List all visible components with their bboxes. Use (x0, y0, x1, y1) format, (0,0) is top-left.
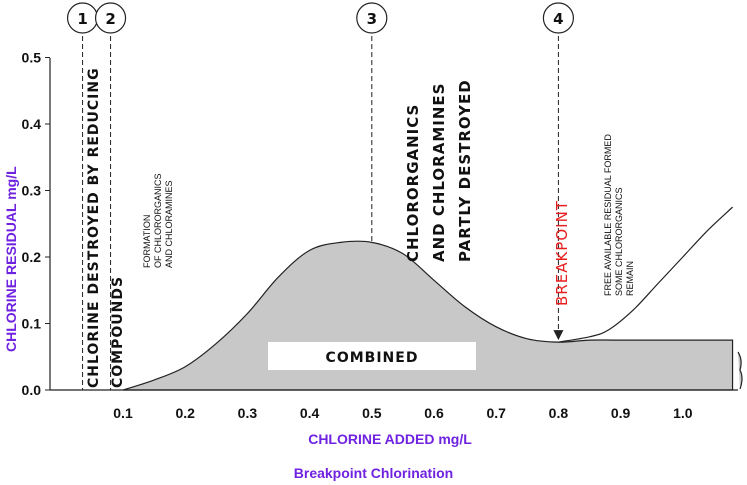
x-tick-label: 0.1 (113, 405, 133, 421)
zone3-label: CHLORORGANICS (404, 104, 422, 262)
marker-4-label: 4 (553, 10, 563, 28)
marker-2-label: 2 (105, 10, 115, 28)
x-tick-label: 0.7 (486, 405, 506, 421)
breakpoint-chart: 0.0 0.1 0.2 0.3 0.4 0.5 0.1 0.2 0.3 0.4 0.5 0.6 0.7… (3, 2, 743, 447)
marker-3-label: 3 (367, 10, 377, 28)
zone2b-label: OF CHLORORGANICS (153, 173, 163, 268)
marker-1-label: 1 (77, 10, 87, 28)
zone3c-label: PARTLY DESTROYED (456, 79, 474, 262)
free-residual-line (558, 206, 733, 343)
x-tick-label: 0.9 (611, 405, 631, 421)
zone4-label: FREE AVAILABLE RESIDUAL FORMED (603, 134, 613, 296)
marker-4-circle (542, 2, 575, 34)
y-axis-title: CHLORINE RESIDUAL mg/L (3, 166, 19, 352)
y-tick-label: 0.0 (22, 382, 42, 398)
y-tick-label: 0.2 (22, 249, 42, 265)
zone3b-label: AND CHLORAMINES (430, 83, 448, 262)
chart-title: Breakpoint Chlorination (293, 465, 454, 481)
y-tick-label: 0.4 (22, 116, 42, 132)
y-tick-label: 0.5 (22, 50, 42, 66)
breakpoint-label: BREAKPOINT (553, 200, 571, 306)
zone4b-label: SOME CHLORORGANICS (614, 187, 624, 296)
x-tick-label: 0.5 (362, 405, 382, 421)
x-tick-label: 0.3 (238, 405, 258, 421)
marker-2-circle (94, 2, 127, 34)
zone1b-label: COMPOUNDS (110, 276, 126, 388)
marker-3-circle (356, 2, 388, 34)
x-tick-label: 0.4 (300, 405, 320, 421)
x-tick-label: 0.2 (175, 405, 195, 421)
y-tick-label: 0.1 (22, 316, 42, 332)
y-tick-label: 0.3 (22, 183, 42, 199)
y-ticks: 0.0 0.1 0.2 0.3 0.4 0.5 (22, 50, 50, 398)
x-axis-title: CHLORINE ADDED mg/L (308, 431, 472, 447)
zone2-label: FORMATION (142, 215, 152, 268)
zone1-label: CHLORINE DESTROYED BY REDUCING (86, 67, 102, 388)
x-ticks: 0.1 0.2 0.3 0.4 0.5 0.6 0.7 0.8 0.9 1.0 (113, 405, 692, 421)
x-tick-label: 1.0 (673, 405, 693, 421)
x-tick-label: 0.8 (549, 405, 569, 421)
x-tick-label: 0.6 (424, 405, 444, 421)
breakpoint-arrow (553, 330, 564, 341)
zone4c-label: REMAIN (625, 261, 635, 296)
combined-label-box (268, 342, 476, 370)
zone2c-label: AND CHLORAMINES (164, 180, 174, 268)
combined-label: COMBINED (326, 350, 419, 366)
area-end-cap (737, 351, 743, 390)
